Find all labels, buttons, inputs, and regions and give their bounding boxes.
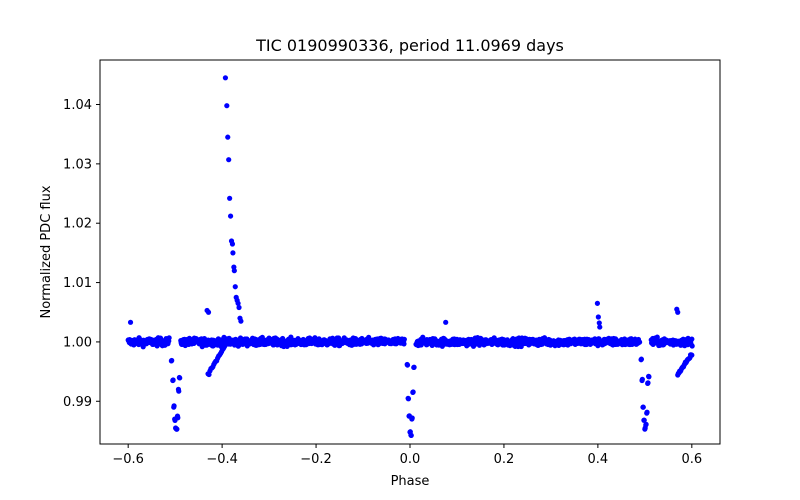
flux-point xyxy=(641,417,647,423)
x-tick-label: −0.2 xyxy=(300,452,332,467)
x-tick-label: 0.4 xyxy=(588,452,609,467)
flux-point xyxy=(224,103,230,109)
y-tick-label: 1.02 xyxy=(63,217,92,232)
flux-point xyxy=(689,343,695,349)
x-tick-label: −0.6 xyxy=(112,452,144,467)
flux-point xyxy=(171,403,177,409)
flux-point xyxy=(127,319,134,325)
flux-point xyxy=(638,356,645,362)
x-tick-label: −0.4 xyxy=(206,452,238,467)
flux-point xyxy=(176,388,182,394)
flux-point xyxy=(644,409,650,415)
flux-point xyxy=(225,134,231,140)
flux-point xyxy=(646,374,652,380)
flux-point xyxy=(170,377,176,383)
flux-point xyxy=(408,432,414,439)
flux-point xyxy=(169,357,175,364)
x-tick-label: 0.6 xyxy=(681,452,702,467)
flux-point xyxy=(230,250,236,256)
flux-point xyxy=(235,300,241,306)
flux-point xyxy=(594,300,601,306)
flux-point xyxy=(596,320,602,326)
flux-point xyxy=(177,375,183,381)
flux-point xyxy=(595,314,601,320)
flux-point xyxy=(227,213,234,219)
x-axis-label: Phase xyxy=(391,474,430,489)
flux-point xyxy=(401,336,407,342)
y-tick-label: 0.99 xyxy=(63,395,92,410)
flux-point xyxy=(404,362,411,368)
flux-point xyxy=(409,415,415,421)
flux-point xyxy=(227,195,233,201)
y-tick-label: 1.04 xyxy=(63,98,92,113)
flux-point xyxy=(231,268,237,274)
flux-point xyxy=(238,318,244,324)
flux-point xyxy=(689,336,695,342)
flux-point xyxy=(645,380,651,386)
y-axis-label: Normalized PDC flux xyxy=(39,185,54,318)
flux-point xyxy=(236,304,242,311)
flux-point xyxy=(401,341,407,347)
y-axis: 0.99 1.00 1.01 1.02 1.03 1.04 xyxy=(63,98,100,410)
flux-point xyxy=(232,284,238,290)
flux-point xyxy=(640,404,646,410)
flux-point xyxy=(405,396,412,402)
flux-point xyxy=(175,415,181,421)
flux-point xyxy=(410,389,416,395)
flux-point xyxy=(229,241,236,247)
y-tick-label: 1.03 xyxy=(63,157,92,172)
y-tick-label: 1.01 xyxy=(63,276,92,291)
flux-point xyxy=(226,157,232,163)
flux-point xyxy=(226,335,232,341)
flux-point xyxy=(643,421,649,427)
flux-point xyxy=(443,319,449,325)
data-points xyxy=(125,75,695,439)
flux-point xyxy=(636,339,643,345)
x-axis: −0.6 −0.4 −0.2 0.0 0.2 0.4 0.6 xyxy=(112,444,702,467)
flux-point xyxy=(222,75,229,81)
x-tick-label: 0.2 xyxy=(494,452,515,467)
x-tick-label: 0.0 xyxy=(400,452,421,467)
flux-point xyxy=(166,335,172,341)
flux-point xyxy=(205,309,212,315)
flux-point xyxy=(639,376,645,382)
flux-point xyxy=(597,324,603,330)
flux-point xyxy=(689,352,695,358)
y-tick-label: 1.00 xyxy=(63,335,92,350)
flux-point xyxy=(675,309,681,315)
chart-title: TIC 0190990336, period 11.0969 days xyxy=(255,36,564,55)
flux-point xyxy=(411,364,417,370)
flux-point xyxy=(174,426,180,432)
